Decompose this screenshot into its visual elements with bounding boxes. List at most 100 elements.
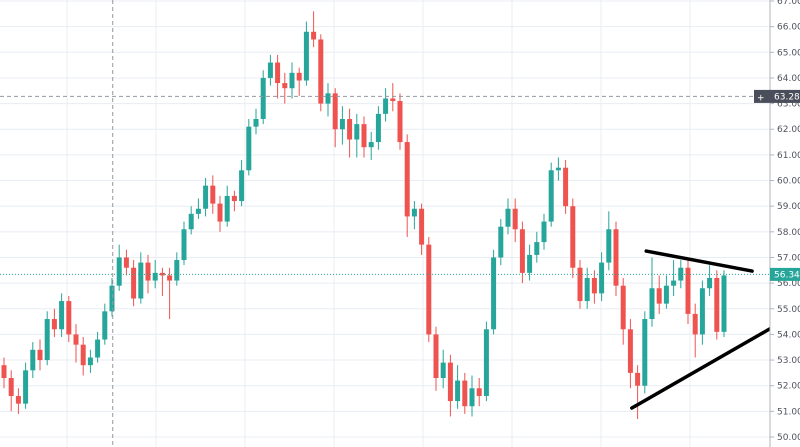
candle [210,175,216,214]
candle-body [167,275,173,281]
candle-body [188,213,194,230]
plus-icon[interactable]: + [757,93,765,103]
candle-body [8,378,14,396]
candle [707,265,713,296]
candle [318,34,324,112]
tick-label: 58.00 [777,228,800,238]
candle [203,177,209,217]
candle [361,116,367,158]
candle-body [534,242,540,255]
candle-body [541,221,547,243]
candle [102,303,108,345]
candle-body [685,267,691,314]
candle-body [440,362,446,379]
candle-body [145,262,151,281]
candle-body [563,167,569,207]
candle [347,108,353,158]
candle-body [123,257,129,268]
candle-body [95,339,101,358]
candle [23,362,29,409]
candle-body [210,185,216,204]
candle [181,221,187,266]
candle-body [131,267,137,299]
candle-body [642,319,648,386]
candle [37,339,43,371]
candle-body [483,329,489,396]
candle-body [195,208,201,214]
candle-body [707,277,713,289]
candle-body [109,285,115,312]
candle [469,375,475,417]
candle [289,62,295,99]
candle [635,365,641,420]
candle-body [289,72,295,89]
candle [433,326,439,391]
candle [606,211,612,271]
tick-label: 62.00 [777,125,800,135]
candles [1,11,727,420]
candle-body [239,170,245,202]
candle [491,249,497,335]
candle [656,275,662,314]
candle [15,388,21,414]
candle-body [584,277,590,302]
crosshair-price-label: + 63.28 [754,89,800,103]
candle-body [339,118,345,130]
candle [260,70,266,125]
candle-body [325,93,331,104]
candle [649,257,655,327]
candle [354,113,360,158]
candle-body [455,380,461,402]
candle-body [275,62,281,84]
trendline[interactable] [630,322,780,410]
candle-body [491,257,497,330]
candle-body [527,254,533,273]
candle-body [368,142,374,148]
candle-body [253,118,259,127]
candle-body [87,357,93,366]
candle [692,303,698,358]
trendline[interactable] [644,249,754,273]
candle [325,83,331,117]
candle-body [512,208,518,230]
candle-body [354,124,360,140]
candle [253,108,259,135]
candle [620,277,626,345]
candle-body [721,275,727,332]
trendlines[interactable] [630,249,780,410]
candle [303,21,309,86]
candle-body [15,395,21,404]
candle [599,252,605,302]
candle-body [296,72,302,81]
candle [498,219,504,266]
grid [0,0,770,447]
candle-body [23,370,29,404]
tick-label: 51.00 [777,407,800,417]
candle-body [51,319,57,330]
candle [440,349,446,389]
candle-body [44,319,50,361]
svg-text:56.34: 56.34 [774,270,800,280]
candle-body [570,206,576,268]
candle-body [267,62,273,78]
candle-body [1,365,7,379]
candle-body [426,244,432,335]
candle-body [505,208,511,227]
candle [462,372,468,414]
price-axis-ticks: 67.00 66.00 65.00 64.00 63.00 62.00 61.00 60.00… [770,0,800,443]
candle [541,213,547,250]
candle [231,190,237,212]
candle-body [469,388,475,407]
tick-label: 53.00 [777,356,800,366]
candle [368,131,374,161]
tick-label: 59.00 [777,202,800,212]
candle-body [635,372,641,386]
candle-body [224,195,230,222]
candle [159,267,165,296]
candle [663,275,669,309]
candle-body [548,170,554,222]
candle [66,295,72,343]
price-axis[interactable] [770,0,800,447]
candle-body [174,260,180,281]
